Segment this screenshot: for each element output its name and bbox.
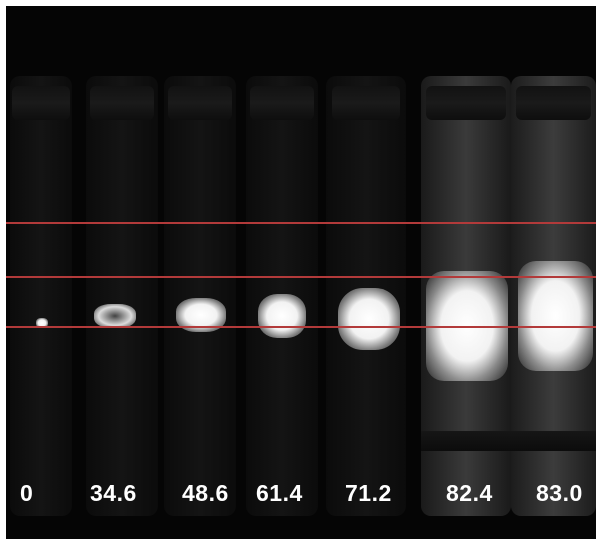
reference-line-top: [6, 222, 596, 224]
vial-cap-7: [516, 86, 591, 120]
reference-line-middle: [6, 276, 596, 278]
vial-1: [10, 76, 72, 516]
glow-vial-7: [518, 261, 593, 371]
glow-vial-2: [94, 304, 136, 328]
label-vial-2: 34.6: [90, 480, 137, 506]
label-vial-5: 71.2: [345, 480, 392, 506]
glow-vial-1: [36, 318, 48, 328]
label-vial-6: 82.4: [446, 480, 493, 506]
label-vial-4: 61.4: [256, 480, 303, 506]
vial-base-7: [511, 431, 596, 451]
reference-line-bottom: [6, 326, 596, 328]
vial-photograph: 0 34.6 48.6 61.4 71.2 82.4 83.0: [6, 6, 596, 539]
vial-cap-2: [90, 86, 154, 120]
label-vial-1: 0: [20, 480, 34, 506]
glow-vial-4: [258, 294, 306, 338]
label-vial-3: 48.6: [182, 480, 229, 506]
vial-cap-1: [12, 86, 70, 120]
vial-2: [86, 76, 158, 516]
vial-3: [164, 76, 236, 516]
label-vial-7: 83.0: [536, 480, 583, 506]
glow-vial-5: [338, 288, 400, 350]
vial-cap-4: [250, 86, 314, 120]
vial-cap-6: [426, 86, 506, 120]
vial-cap-5: [332, 86, 400, 120]
vial-cap-3: [168, 86, 232, 120]
vial-base-6: [421, 431, 511, 451]
